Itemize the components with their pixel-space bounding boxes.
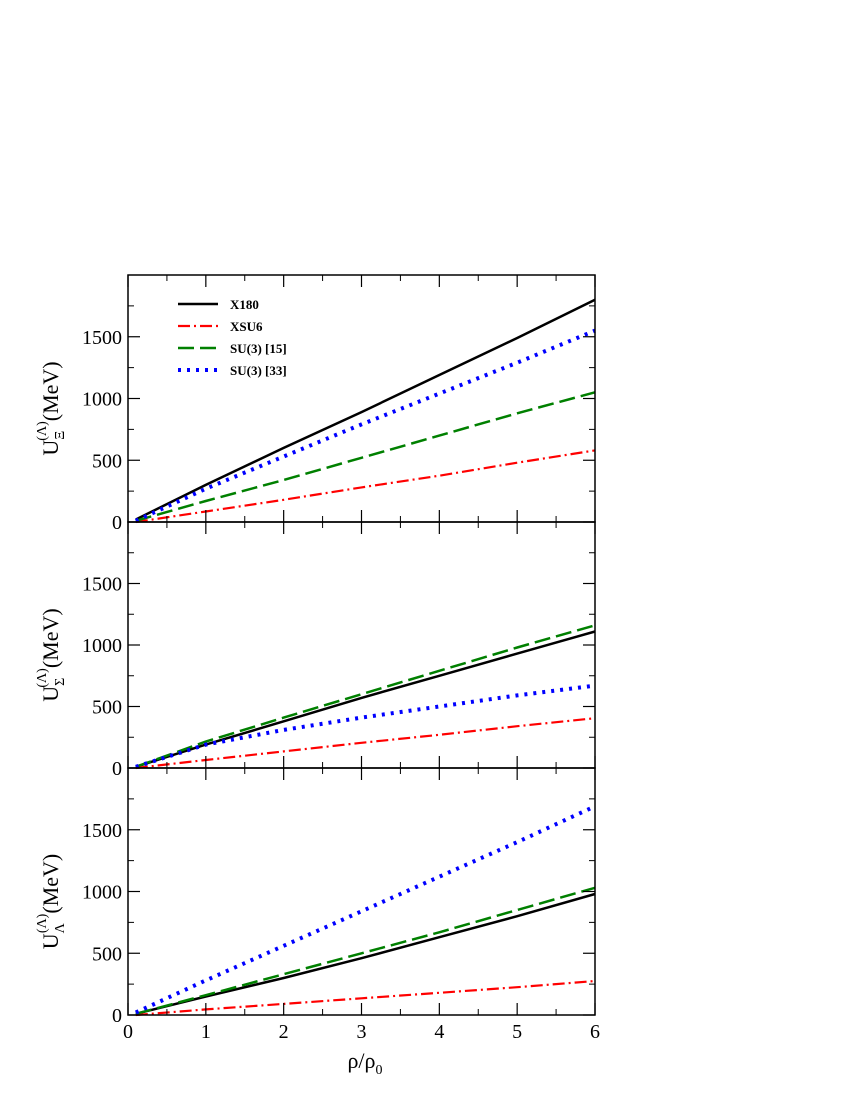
- series-line-su-3-33-: [134, 804, 596, 1015]
- series-line-su-3-15-: [135, 886, 596, 1016]
- y-axis-title-unit: (MeV): [38, 361, 63, 421]
- x-tick-label: 3: [357, 1021, 367, 1043]
- x-axis-title-sub: 0: [376, 1063, 383, 1078]
- series-line-x180: [135, 892, 596, 1016]
- y-axis-title-sup: (Λ): [35, 421, 50, 441]
- y-axis-title-main: U: [38, 686, 63, 702]
- y-tick-label: 500: [92, 450, 122, 472]
- y-tick-label: 500: [92, 697, 122, 719]
- y-tick-label: 1500: [82, 574, 122, 596]
- series-line-x180: [135, 630, 596, 768]
- y-axis-title-sub: Ξ: [53, 431, 68, 440]
- y-axis-title-unit: (MeV): [38, 854, 63, 914]
- y-tick-label: 1500: [82, 327, 122, 349]
- series-line-x180: [135, 298, 596, 521]
- y-tick-label: 500: [92, 943, 122, 965]
- legend-label: XSU6: [230, 319, 263, 334]
- x-tick-label: 5: [512, 1021, 522, 1043]
- y-axis-title: UΣ(Λ)(MeV): [35, 608, 68, 701]
- y-axis-title: UΛ(Λ)(MeV): [35, 854, 68, 949]
- x-tick-label: 6: [590, 1021, 600, 1043]
- y-axis-title-sub: Λ: [53, 922, 68, 933]
- x-axis-title-main: ρ/ρ: [347, 1048, 375, 1073]
- x-tick-label: 1: [201, 1021, 211, 1043]
- y-axis-title-sup: (Λ): [35, 668, 50, 688]
- x-tick-label: 4: [434, 1021, 444, 1043]
- y-axis-title-sub: Σ: [53, 678, 68, 686]
- series-line-su-3-15-: [135, 624, 596, 768]
- panel-1: 0 500 1000 1500 UΣ(Λ)(MeV): [35, 521, 596, 780]
- y-tick-label: 1000: [82, 635, 122, 657]
- panel-frame: [127, 767, 596, 1016]
- series-line-su-3-33-: [134, 328, 596, 523]
- panels: 050010001500UΞ(Λ)(MeV)050010001500UΣ(Λ)(…: [35, 274, 600, 1043]
- y-tick-label: 1000: [82, 389, 122, 411]
- x-tick-label: 0: [123, 1021, 133, 1043]
- legend-label: X180: [230, 297, 259, 312]
- y-tick-label: 0: [112, 1005, 122, 1027]
- legend-label: SU(3) [33]: [230, 363, 287, 378]
- y-axis-title-sup: (Λ): [35, 913, 50, 933]
- panel-0: 0 500 1000 1500 UΞ(Λ)(MeV): [35, 274, 596, 534]
- panel-frame: [127, 274, 596, 523]
- y-tick-label: 1500: [82, 820, 122, 842]
- y-axis-title-unit: (MeV): [38, 608, 63, 668]
- y-tick-label: 1000: [82, 882, 122, 904]
- series-line-su-3-33-: [135, 683, 596, 769]
- panel-2: 0 500 1000 1500 UΛ(Λ)(MeV) 0 1 2 3 4 5 6: [35, 767, 600, 1043]
- y-tick-label: 0: [112, 512, 122, 534]
- series-line-su-3-15-: [135, 391, 596, 523]
- y-tick-label: 0: [112, 758, 122, 780]
- y-axis-title-main: U: [38, 933, 63, 949]
- y-axis-title-main: U: [38, 440, 63, 456]
- x-tick-label: 2: [279, 1021, 289, 1043]
- legend-label: SU(3) [15]: [230, 341, 287, 356]
- legend: X180 XSU6 SU(3) [15] SU(3) [33]: [178, 297, 287, 378]
- x-axis-title: ρ/ρ0: [347, 1048, 382, 1078]
- y-axis-title: UΞ(Λ)(MeV): [35, 361, 68, 455]
